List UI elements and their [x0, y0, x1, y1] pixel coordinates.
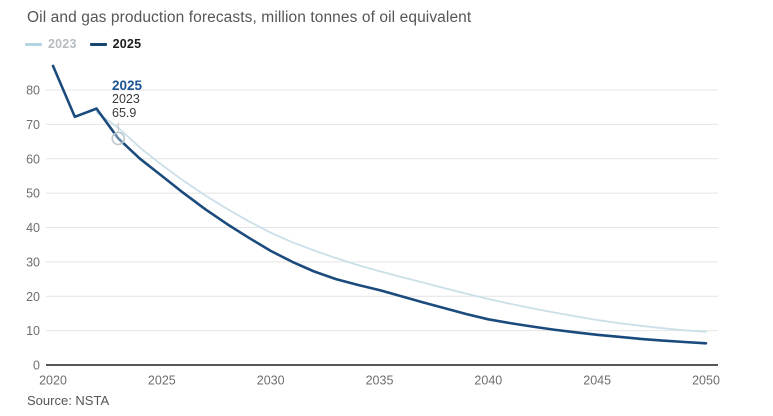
y-tick-label: 10	[26, 324, 40, 338]
x-tick-label: 2025	[148, 374, 176, 388]
legend-item-2025[interactable]: 2025	[89, 37, 142, 51]
y-tick-label: 40	[26, 221, 40, 235]
y-tick-label: 20	[26, 290, 40, 304]
source-note: Source: NSTA	[27, 393, 110, 408]
hover-marker[interactable]	[111, 131, 126, 146]
x-tick-label: 2050	[692, 374, 720, 388]
y-tick-label: 70	[26, 118, 40, 132]
legend-item-2023[interactable]: 2023	[25, 37, 77, 51]
y-tick-label: 60	[26, 152, 40, 166]
legend-line-swatch-2023	[25, 42, 42, 46]
chart-title: Oil and gas production forecasts, millio…	[27, 9, 472, 26]
x-tick-label: 2035	[366, 374, 394, 388]
y-tick-label: 30	[26, 255, 40, 269]
legend-line-swatch-2025	[89, 42, 107, 46]
y-tick-label: 0	[33, 359, 40, 373]
legend: 2023 2025	[25, 37, 154, 51]
legend-label-2023: 2023	[48, 37, 77, 51]
y-tick-label: 50	[26, 187, 40, 201]
y-tick-label: 80	[26, 84, 40, 98]
x-tick-label: 2020	[39, 374, 67, 388]
legend-label-2025: 2025	[112, 37, 142, 51]
x-tick-label: 2030	[257, 374, 285, 388]
x-tick-label: 2045	[583, 374, 611, 388]
series-line-2023	[95, 111, 707, 333]
series-line-2025	[51, 64, 708, 345]
x-tick-label: 2040	[474, 374, 502, 388]
